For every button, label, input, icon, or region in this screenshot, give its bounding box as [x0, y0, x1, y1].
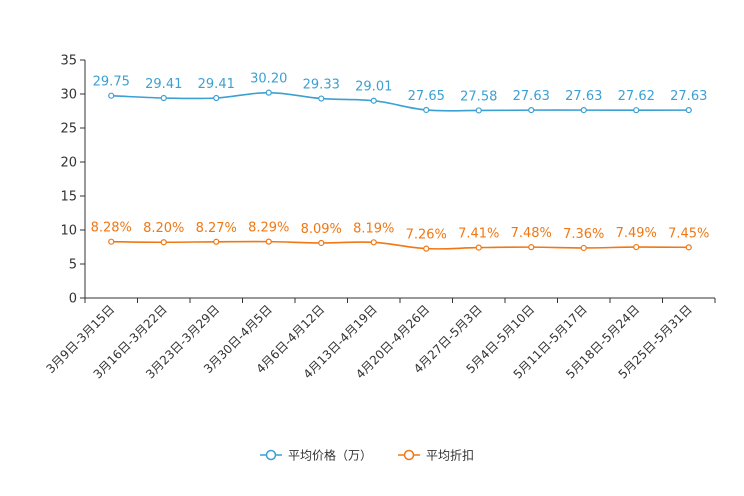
data-point[interactable] — [423, 245, 430, 252]
data-point[interactable] — [318, 95, 325, 102]
data-label: 27.63 — [513, 89, 550, 104]
data-point[interactable] — [160, 239, 167, 246]
legend-circle-icon — [265, 449, 277, 461]
series-line — [111, 91, 689, 112]
data-point[interactable] — [528, 244, 535, 251]
y-tick-label: 0 — [69, 292, 77, 307]
data-point[interactable] — [265, 238, 272, 245]
data-point[interactable] — [370, 239, 377, 246]
data-point[interactable] — [108, 92, 115, 99]
data-point[interactable] — [423, 106, 430, 114]
data-point[interactable] — [633, 243, 640, 251]
data-point[interactable] — [685, 107, 692, 114]
legend-label: 平均价格（万） — [288, 448, 372, 463]
series-layer: 29.75 29.41 29.41 30.20 29.33 29.01 27.65 27.58… — [91, 72, 709, 252]
series-1: 8.28% 8.20% 8.27% 8.29% 8.09% 8.19% 7.26% 7.41%… — [91, 221, 709, 252]
y-tick-label: 30 — [60, 88, 77, 103]
series-0: 29.75 29.41 29.41 30.20 29.33 29.01 27.65 27.58… — [93, 72, 707, 114]
legend[interactable]: 平均价格（万） 平均折扣 — [260, 448, 474, 463]
data-point[interactable] — [633, 107, 640, 114]
data-label: 7.48% — [511, 226, 552, 241]
data-label: 27.58 — [460, 89, 497, 104]
data-label: 29.01 — [355, 80, 392, 95]
y-tick-label: 15 — [60, 190, 77, 205]
data-label: 29.75 — [93, 75, 130, 90]
data-label: 27.65 — [408, 89, 445, 104]
data-label: 29.41 — [145, 77, 182, 92]
data-point[interactable] — [580, 244, 587, 252]
data-label: 29.33 — [303, 78, 340, 93]
data-label: 27.63 — [670, 89, 707, 104]
data-label: 27.63 — [565, 89, 602, 104]
data-point[interactable] — [580, 107, 587, 114]
legend-item[interactable]: 平均折扣 — [398, 448, 474, 463]
legend-item[interactable]: 平均价格（万） — [260, 448, 372, 463]
data-label: 30.20 — [250, 72, 287, 87]
data-label: 7.36% — [563, 227, 604, 242]
data-label: 27.62 — [618, 89, 655, 104]
data-point[interactable] — [475, 244, 482, 251]
y-tick-label: 5 — [69, 258, 77, 273]
data-label: 8.20% — [143, 221, 184, 236]
data-point[interactable] — [213, 94, 220, 102]
y-tick-label: 10 — [60, 224, 77, 239]
data-point[interactable] — [318, 239, 325, 247]
data-point[interactable] — [160, 94, 167, 102]
legend-circle-icon — [403, 449, 415, 461]
data-label: 7.41% — [458, 227, 499, 242]
data-point[interactable] — [108, 238, 115, 245]
data-label: 8.09% — [301, 222, 342, 237]
data-point[interactable] — [475, 107, 482, 114]
data-label: 8.29% — [248, 221, 289, 236]
data-label: 7.49% — [616, 226, 657, 241]
data-label: 8.19% — [353, 221, 394, 236]
data-point[interactable] — [265, 89, 272, 96]
data-point[interactable] — [528, 107, 535, 114]
y-tick-label: 20 — [60, 156, 77, 171]
data-point[interactable] — [213, 238, 220, 245]
data-label: 8.27% — [196, 221, 237, 236]
data-label: 8.28% — [91, 221, 132, 236]
y-tick-label: 35 — [60, 54, 77, 69]
axes: 051015202530353月9日-3月15日3月16日-3月22日3月23日… — [43, 54, 716, 382]
legend-label: 平均折扣 — [426, 448, 474, 463]
data-point[interactable] — [370, 97, 377, 104]
data-label: 7.26% — [406, 228, 447, 243]
y-tick-label: 25 — [60, 122, 77, 137]
series-line — [111, 240, 689, 250]
data-label: 7.45% — [668, 226, 709, 241]
data-point[interactable] — [685, 244, 692, 251]
data-label: 29.41 — [198, 77, 235, 92]
